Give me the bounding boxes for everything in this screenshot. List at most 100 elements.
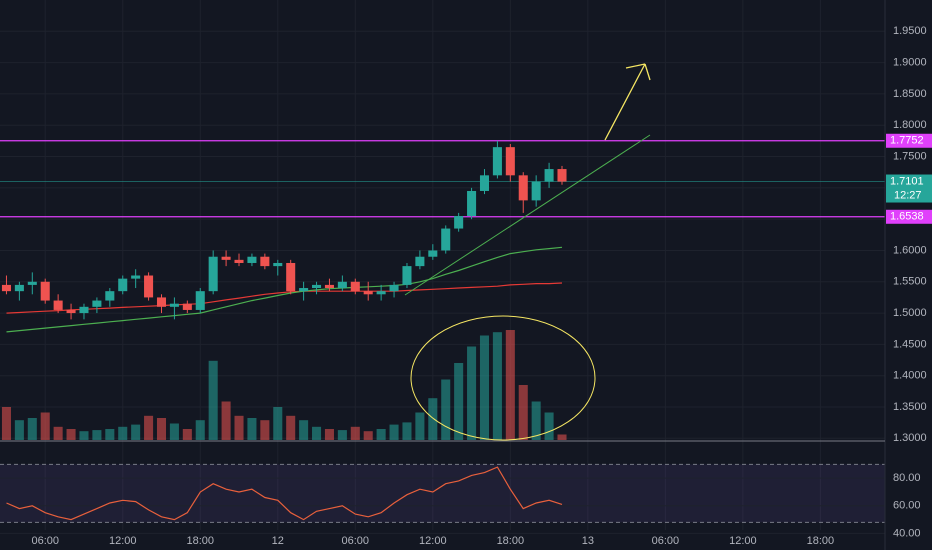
- volume-bar: [389, 424, 399, 440]
- volume-bar: [531, 401, 541, 440]
- candle-body: [53, 300, 63, 310]
- candle-body: [312, 284, 322, 289]
- trend-line: [404, 134, 651, 296]
- volume-bar: [350, 426, 360, 440]
- ma-slow: [6, 282, 563, 314]
- x-tick-label: 06:00: [31, 535, 59, 547]
- countdown-label: 12:27: [894, 189, 922, 201]
- x-tick-label: 12:00: [419, 535, 447, 547]
- candle-body: [208, 256, 218, 292]
- y-tick-label: 1.9500: [893, 25, 927, 37]
- volume-bar: [260, 420, 270, 440]
- volume-bar: [428, 398, 438, 440]
- candle-body: [144, 275, 154, 298]
- axis: 06:00 12:00 18:00 12 06:00 12:00 18:00 13 06:00 1…: [31, 25, 932, 547]
- y-tick-label: 1.3500: [893, 401, 927, 413]
- candle-body: [195, 291, 205, 310]
- rsi-line: [6, 466, 563, 521]
- level-label-box: [886, 209, 932, 224]
- volume-bar: [182, 429, 192, 440]
- volume-bar: [118, 426, 128, 440]
- candle-body: [467, 190, 477, 217]
- volume-bar: [273, 407, 283, 440]
- candle-body: [337, 281, 347, 289]
- candle-body: [14, 284, 24, 292]
- volume-bar: [234, 415, 244, 440]
- candle-body: [131, 275, 141, 279]
- volume-bar: [505, 330, 515, 440]
- last-price-box: [886, 174, 932, 203]
- volume-bar: [363, 431, 373, 440]
- volume-bar: [312, 426, 322, 440]
- volume-bar: [518, 385, 528, 440]
- volume-bar: [1, 407, 11, 440]
- level-label-box: [886, 133, 932, 148]
- volume-bar: [467, 346, 477, 440]
- plot: [0, 140, 885, 521]
- y-tick-label: 1.9000: [893, 57, 927, 69]
- grid: [0, 0, 885, 534]
- volume-bar: [92, 430, 102, 440]
- volume-bar: [221, 401, 231, 440]
- volume-bar: [14, 420, 24, 440]
- x-tick-label: 13: [582, 535, 594, 547]
- candle-body: [273, 262, 283, 267]
- candle-body: [518, 175, 528, 201]
- y-tick-label: 1.3000: [893, 432, 927, 444]
- candle-body: [79, 306, 89, 314]
- x-tick-label: 18:00: [186, 535, 214, 547]
- volume-bar: [247, 418, 257, 440]
- volume-bar: [286, 415, 296, 440]
- y-tick-label: 1.4000: [893, 370, 927, 382]
- candle-body: [40, 281, 50, 301]
- volume-bar: [479, 335, 490, 440]
- volume-bar: [454, 363, 464, 440]
- y-tick-label: 1.5500: [893, 276, 927, 288]
- rsi-tick-label: 80.00: [893, 472, 921, 484]
- candle-body: [441, 228, 451, 251]
- volume-bar: [79, 431, 89, 440]
- y-tick-label: 1.7500: [893, 150, 927, 162]
- candle-body: [221, 256, 231, 260]
- volume-bar: [105, 429, 115, 440]
- candle-body: [363, 291, 373, 295]
- candle-body: [286, 262, 296, 292]
- volume-bar: [169, 423, 179, 440]
- rsi-tick-label: 60.00: [893, 500, 921, 512]
- y-tick-label: 1.5000: [893, 307, 927, 319]
- candle-body: [454, 216, 464, 229]
- candle-body: [1, 284, 11, 292]
- last-price-label: 1.7101: [890, 175, 924, 187]
- rsi-tick-label: 40.00: [893, 527, 921, 539]
- volume-bar: [299, 420, 309, 440]
- rsi-band: [0, 464, 885, 523]
- candle-body: [544, 169, 554, 182]
- candle-body: [169, 303, 179, 307]
- y-tick-label: 1.4500: [893, 338, 927, 350]
- volume-bar: [156, 418, 167, 440]
- volume-bar: [376, 429, 386, 440]
- volume-bar: [131, 424, 141, 440]
- candle-body: [299, 288, 309, 292]
- volume-bar: [441, 379, 451, 440]
- x-tick-label: 12:00: [109, 535, 137, 547]
- x-tick-label: 18:00: [497, 535, 525, 547]
- candle-body: [66, 309, 76, 314]
- candle-body: [376, 291, 386, 295]
- candle-body: [492, 147, 502, 176]
- volume-bar: [53, 426, 63, 440]
- level-label: 1.7752: [890, 135, 924, 147]
- candle-body: [415, 256, 425, 267]
- x-tick-label: 06:00: [342, 535, 370, 547]
- candle-body: [531, 181, 541, 201]
- y-tick-label: 1.6000: [893, 244, 927, 256]
- candle-body: [428, 250, 438, 257]
- x-tick-label: 12: [272, 535, 284, 547]
- candle-body: [234, 259, 244, 263]
- candle-body: [118, 278, 128, 292]
- volume-bar: [208, 360, 218, 440]
- volume-bar: [492, 332, 502, 440]
- candle-body: [389, 284, 399, 292]
